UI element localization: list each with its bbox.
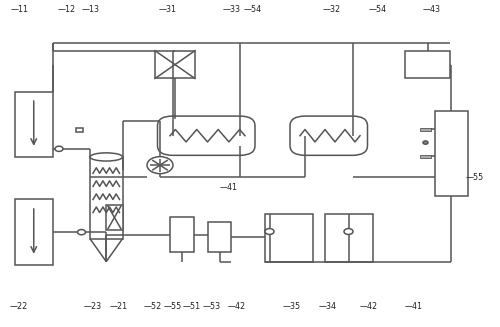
Text: —41: —41 — [405, 302, 423, 312]
FancyBboxPatch shape — [155, 51, 195, 78]
Text: —31: —31 — [159, 5, 177, 14]
FancyBboxPatch shape — [420, 128, 431, 131]
FancyBboxPatch shape — [90, 157, 122, 239]
FancyBboxPatch shape — [290, 116, 368, 155]
Text: —54: —54 — [244, 5, 262, 14]
Text: —52: —52 — [144, 302, 162, 312]
Circle shape — [55, 146, 63, 151]
Text: —32: —32 — [322, 5, 340, 14]
FancyBboxPatch shape — [208, 222, 232, 252]
FancyBboxPatch shape — [158, 116, 255, 155]
FancyBboxPatch shape — [435, 111, 468, 196]
FancyBboxPatch shape — [420, 155, 431, 158]
Circle shape — [78, 230, 86, 235]
Text: —22: —22 — [10, 302, 28, 312]
Circle shape — [265, 229, 274, 234]
Text: —55: —55 — [164, 302, 182, 312]
FancyBboxPatch shape — [106, 205, 122, 230]
Text: —41: —41 — [220, 183, 238, 192]
FancyBboxPatch shape — [325, 214, 372, 262]
Text: —34: —34 — [319, 302, 337, 312]
Text: —51: —51 — [182, 302, 200, 312]
Ellipse shape — [90, 153, 122, 161]
Text: —21: —21 — [110, 302, 128, 312]
Text: —33: —33 — [222, 5, 240, 14]
Circle shape — [147, 157, 173, 174]
Text: —53: —53 — [202, 302, 220, 312]
Circle shape — [344, 229, 353, 234]
Text: —43: —43 — [422, 5, 440, 14]
FancyBboxPatch shape — [405, 51, 450, 78]
Text: —35: —35 — [282, 302, 300, 312]
Text: —55: —55 — [466, 173, 484, 182]
Text: —12: —12 — [58, 5, 76, 14]
FancyBboxPatch shape — [15, 199, 52, 265]
Circle shape — [423, 141, 428, 144]
Text: —54: —54 — [369, 5, 387, 14]
FancyBboxPatch shape — [76, 128, 82, 132]
Text: —11: —11 — [11, 5, 29, 14]
FancyBboxPatch shape — [170, 217, 194, 252]
FancyBboxPatch shape — [15, 92, 52, 157]
Text: —23: —23 — [84, 302, 102, 312]
Text: —42: —42 — [360, 302, 378, 312]
Text: —13: —13 — [82, 5, 100, 14]
FancyBboxPatch shape — [265, 214, 312, 262]
Text: —42: —42 — [228, 302, 246, 312]
